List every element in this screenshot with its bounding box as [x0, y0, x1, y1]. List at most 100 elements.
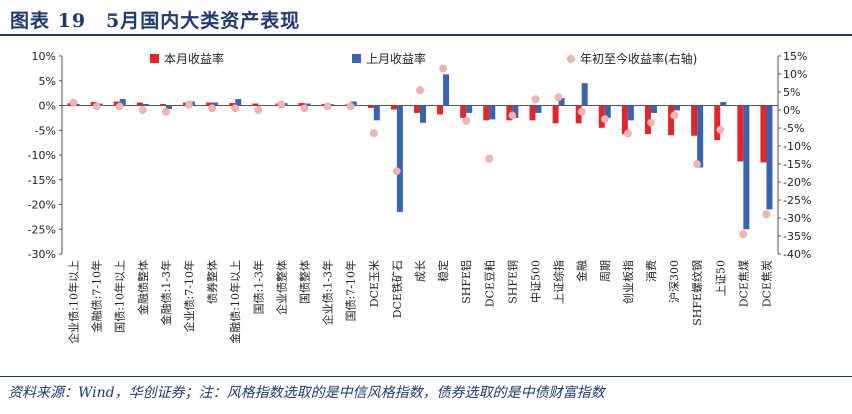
- category-label: 上证50: [714, 260, 727, 296]
- bar-this-month: [367, 105, 374, 108]
- bar-last-month: [604, 105, 611, 118]
- bar-last-month: [489, 105, 496, 120]
- bar-last-month: [466, 105, 473, 113]
- bar-this-month: [691, 105, 698, 136]
- category-label: SHFE螺纹钢: [690, 260, 704, 326]
- legend-swatch-this-month: [150, 54, 159, 63]
- category-label: 企业债:7-10年: [182, 260, 196, 332]
- ytd-dot: [92, 102, 101, 111]
- bar-last-month: [212, 102, 219, 106]
- left-tick-label: -10%: [28, 149, 56, 162]
- bar-this-month: [483, 105, 490, 121]
- ytd-dot: [277, 100, 286, 109]
- bar-this-month: [668, 105, 675, 136]
- bar-this-month: [760, 105, 767, 163]
- bar-this-month: [252, 103, 259, 106]
- bar-last-month: [142, 104, 149, 106]
- left-tick-label: 10%: [32, 50, 56, 63]
- ytd-dot: [670, 111, 678, 120]
- ytd-dot: [531, 95, 540, 104]
- right-tick-label: 5%: [783, 86, 800, 99]
- right-tick-label: -30%: [783, 212, 811, 225]
- category-label: 国债:10年以上: [113, 260, 127, 333]
- category-label: 上证综指: [552, 260, 566, 304]
- source-bar: 资料来源：Wind，华创证券；注：风格指数选取的是中信风格指数，债券选取的是中债…: [0, 376, 852, 414]
- category-label: 国债:7-10年: [344, 260, 358, 321]
- bar-last-month: [119, 99, 126, 106]
- ytd-dot: [462, 116, 471, 125]
- ytd-dot: [600, 115, 609, 123]
- legend-swatch-ytd: [567, 55, 575, 63]
- bar-this-month: [229, 103, 236, 106]
- bar-last-month: [373, 105, 380, 121]
- right-tick-label: -10%: [783, 140, 811, 153]
- bar-last-month: [165, 105, 172, 109]
- title-bar: 图表 19 5月国内大类资产表现: [0, 0, 852, 36]
- category-label: SHFE铜: [505, 260, 519, 304]
- bar-this-month: [159, 104, 166, 106]
- category-label: 消费: [644, 260, 658, 282]
- ytd-dot: [647, 118, 655, 127]
- bar-this-month: [552, 105, 559, 124]
- bar-this-month: [621, 105, 628, 135]
- left-tick-label: -30%: [28, 248, 56, 261]
- left-tick-label: -20%: [28, 199, 56, 212]
- category-label: 成长: [414, 260, 427, 282]
- category-label: 国债:1-3年: [251, 260, 265, 314]
- category-label: DCE豆粕: [482, 260, 496, 307]
- category-label: 稳定: [436, 260, 450, 282]
- bar-chart: 10% 5% 0% -5% -10% -15% -20% -25% -30% 15% 10% 5% 0%…: [28, 50, 812, 344]
- category-label: 金融: [575, 260, 589, 282]
- bar-last-month: [396, 105, 403, 212]
- bar-this-month: [529, 105, 536, 121]
- bar-last-month: [535, 105, 542, 113]
- legend-label-ytd: 年初至今收益率(右轴): [580, 51, 697, 66]
- bar-this-month: [206, 102, 213, 106]
- legend-swatch-last-month: [352, 54, 361, 63]
- bar-last-month: [627, 105, 634, 121]
- bar-last-month: [720, 102, 727, 106]
- right-tick-label: -40%: [783, 248, 811, 261]
- category-label: 债券整体: [205, 260, 219, 304]
- category-label: DCE焦煤: [737, 260, 750, 307]
- left-tick-label: -25%: [28, 223, 56, 236]
- bar-last-month: [258, 105, 265, 106]
- ytd-dot: [115, 102, 124, 111]
- bar-last-month: [581, 83, 588, 106]
- bar-last-month: [304, 103, 311, 106]
- ytd-dot: [208, 104, 217, 113]
- ytd-dot: [693, 160, 702, 168]
- ytd-dot: [254, 106, 263, 114]
- ytd-dot: [185, 100, 193, 109]
- bar-this-month: [113, 101, 120, 106]
- right-tick-label: -35%: [783, 230, 811, 243]
- ytd-dot: [716, 125, 725, 134]
- bar-this-month: [414, 105, 420, 113]
- category-label: 国债整体: [298, 260, 312, 304]
- bar-last-month: [697, 105, 704, 168]
- bar-last-month: [420, 105, 426, 123]
- ytd-dot: [623, 129, 632, 138]
- category-label: DCE玉米: [368, 260, 381, 307]
- category-label: 金融债:1-3年: [159, 260, 173, 325]
- left-tick-label: 0%: [39, 100, 56, 113]
- category-label: 周期: [599, 260, 612, 282]
- category-label: 创业板指: [621, 260, 635, 304]
- left-tick-label: -5%: [35, 124, 56, 137]
- bar-this-month: [737, 105, 744, 162]
- ytd-dot: [138, 106, 147, 114]
- legend-label-last-month: 上月收益率: [366, 51, 426, 66]
- ytd-dot: [300, 104, 309, 113]
- right-tick-label: 10%: [783, 68, 807, 81]
- ytd-dot: [69, 98, 78, 107]
- chart-title: 图表 19 5月国内大类资产表现: [10, 10, 301, 32]
- left-tick-label: 5%: [39, 75, 56, 88]
- category-label: 沪深300: [667, 260, 681, 303]
- category-label: 中证500: [529, 260, 542, 303]
- category-label: 金融债整体: [136, 260, 150, 315]
- bar-this-month: [136, 102, 143, 106]
- source-note: 资料来源：Wind，华创证券；注：风格指数选取的是中信风格指数，债券选取的是中债…: [8, 385, 605, 401]
- bar-last-month: [512, 105, 519, 118]
- ytd-dot: [508, 111, 517, 120]
- ytd-dot: [485, 154, 494, 163]
